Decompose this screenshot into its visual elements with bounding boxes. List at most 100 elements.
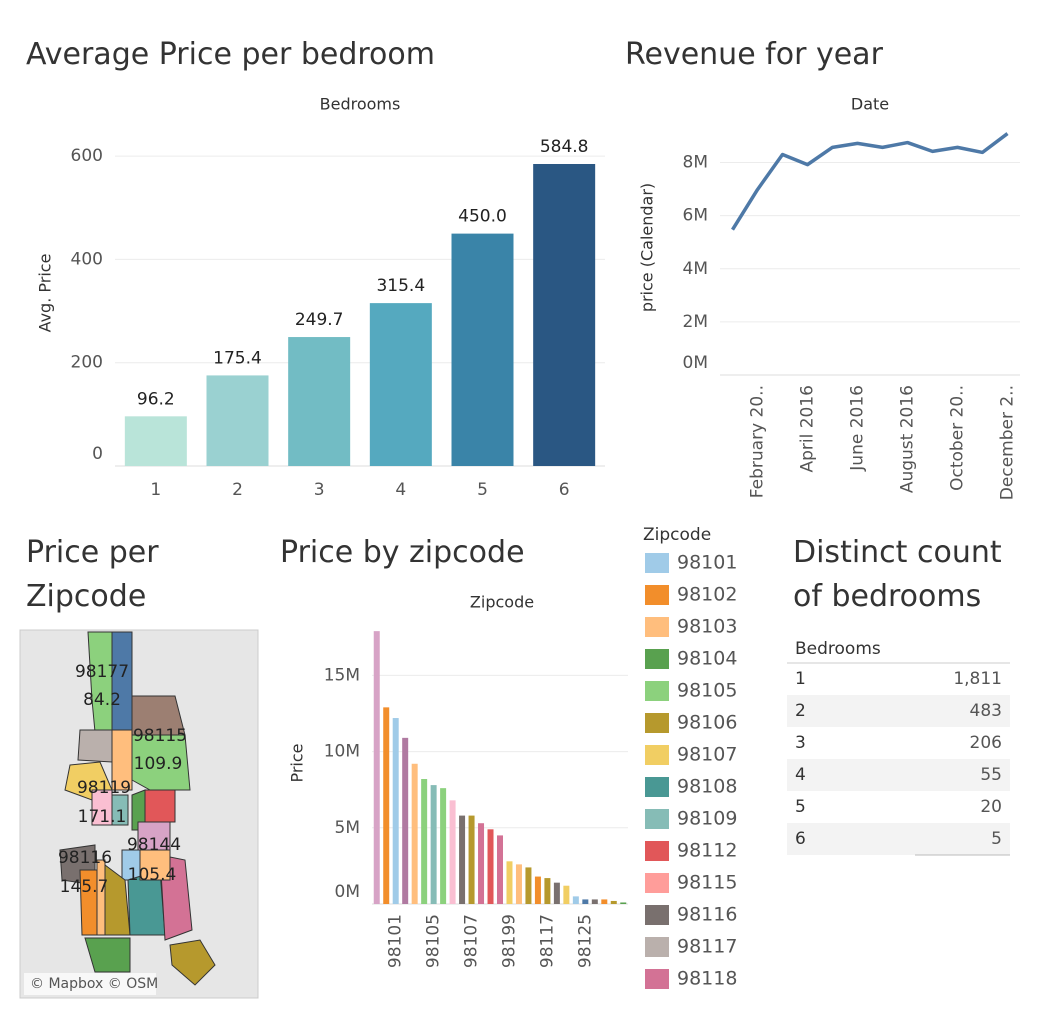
legend-swatch (645, 841, 669, 861)
legend-swatch (645, 809, 669, 829)
table-title: Distinct count (793, 535, 1002, 570)
y-axis-title: Price (288, 743, 307, 782)
bar (525, 867, 532, 904)
map-value-label: 109.9 (134, 754, 183, 774)
y-tick-label: 0 (92, 444, 103, 464)
value-label: 175.4 (213, 348, 262, 368)
legend-swatch (645, 969, 669, 989)
legend-label: 98118 (677, 968, 737, 990)
map-title: Zipcode (26, 579, 146, 614)
legend-label: 98108 (677, 776, 737, 798)
legend-swatch (645, 937, 669, 957)
bar (451, 233, 514, 466)
map-value-label: 145.7 (60, 877, 109, 897)
value-label: 450.0 (458, 207, 507, 227)
legend-swatch (645, 617, 669, 637)
legend-label: 98112 (677, 840, 737, 862)
bar (402, 737, 409, 904)
bar (620, 902, 627, 904)
value-label: 584.8 (540, 137, 589, 157)
row-shade (787, 759, 1010, 791)
y-tick-label: 400 (71, 249, 103, 269)
bar (124, 416, 187, 466)
cell: 5 (795, 797, 806, 817)
y-tick-label: 600 (71, 146, 103, 166)
legend-label: 98107 (677, 744, 737, 766)
x-tick-label: 98125 (575, 914, 595, 968)
y-tick-label: 0M (683, 353, 708, 373)
map-value-label: 105.4 (128, 865, 177, 885)
cell: 1,811 (953, 669, 1002, 689)
bar (459, 815, 466, 904)
cell: 6 (795, 829, 806, 849)
bar (533, 163, 596, 466)
cell: 206 (970, 733, 1002, 753)
bar (553, 882, 560, 904)
y-tick-label: 10M (324, 742, 360, 762)
row-shade (787, 695, 1010, 727)
legend-label: 98105 (677, 680, 737, 702)
bar (601, 899, 608, 904)
bar (506, 861, 513, 904)
bar (534, 876, 541, 904)
bar (421, 779, 428, 904)
x-tick-label: February 20.. (748, 385, 768, 498)
legend-label: 98116 (677, 904, 737, 926)
map-value-label: 84.2 (83, 690, 121, 710)
line (731, 132, 1009, 231)
y-tick-label: 5M (335, 818, 360, 838)
x-tick-label: 2 (232, 480, 243, 500)
legend-swatch (645, 713, 669, 733)
x-tick-label: 6 (559, 480, 570, 500)
bar (440, 788, 447, 904)
bar (411, 763, 418, 904)
x-tick-label: October 20.. (948, 385, 968, 491)
chart-title: Revenue for year (625, 37, 884, 72)
bar (383, 707, 390, 904)
y-tick-label: 6M (683, 206, 708, 226)
x-tick-label: 3 (314, 480, 325, 500)
legend-label: 98104 (677, 648, 737, 670)
map-zip-label: 98119 (77, 778, 131, 798)
bar (572, 896, 579, 904)
bar (449, 800, 456, 904)
bar (591, 899, 598, 904)
map-zip-label: 98116 (58, 848, 112, 868)
legend-label: 98101 (677, 552, 737, 574)
legend-label: 98109 (677, 808, 737, 830)
y-tick-label: 8M (683, 153, 708, 173)
bar (288, 337, 351, 466)
bar (610, 900, 617, 904)
x-tick-label: December 2.. (998, 385, 1018, 500)
y-axis-title: price (Calendar) (638, 183, 657, 312)
row-shade (787, 823, 1010, 855)
y-tick-label: 4M (683, 259, 708, 279)
x-tick-label: 98117 (537, 914, 557, 968)
cell: 20 (980, 797, 1002, 817)
legend-swatch (645, 681, 669, 701)
chart-title: Average Price per bedroom (26, 37, 435, 72)
table-header: Bedrooms (795, 639, 881, 659)
map-zip-label: 98177 (75, 662, 129, 682)
bar (544, 878, 551, 904)
x-tick-label: 98101 (386, 914, 406, 968)
bar (468, 815, 475, 904)
legend-label: 98103 (677, 616, 737, 638)
x-tick-label: 98199 (499, 914, 519, 968)
map-value-label: 171.1 (78, 807, 127, 827)
value-label: 315.4 (376, 276, 425, 296)
legend-swatch (645, 777, 669, 797)
credit-bg (24, 973, 156, 995)
y-tick-label: 15M (324, 665, 360, 685)
table: Distinct count of bedrooms Bedrooms 1 1,8… (787, 535, 1010, 856)
y-tick-label: 200 (71, 353, 103, 373)
chart-title: Price by zipcode (280, 535, 525, 570)
x-tick-label: August 2016 (898, 385, 918, 493)
bar (369, 303, 432, 466)
cell: 483 (970, 701, 1002, 721)
table-title: of bedrooms (793, 579, 981, 614)
map-title: Price per (26, 535, 159, 570)
x-axis-title: Zipcode (470, 593, 534, 612)
x-tick-label: 1 (150, 480, 161, 500)
